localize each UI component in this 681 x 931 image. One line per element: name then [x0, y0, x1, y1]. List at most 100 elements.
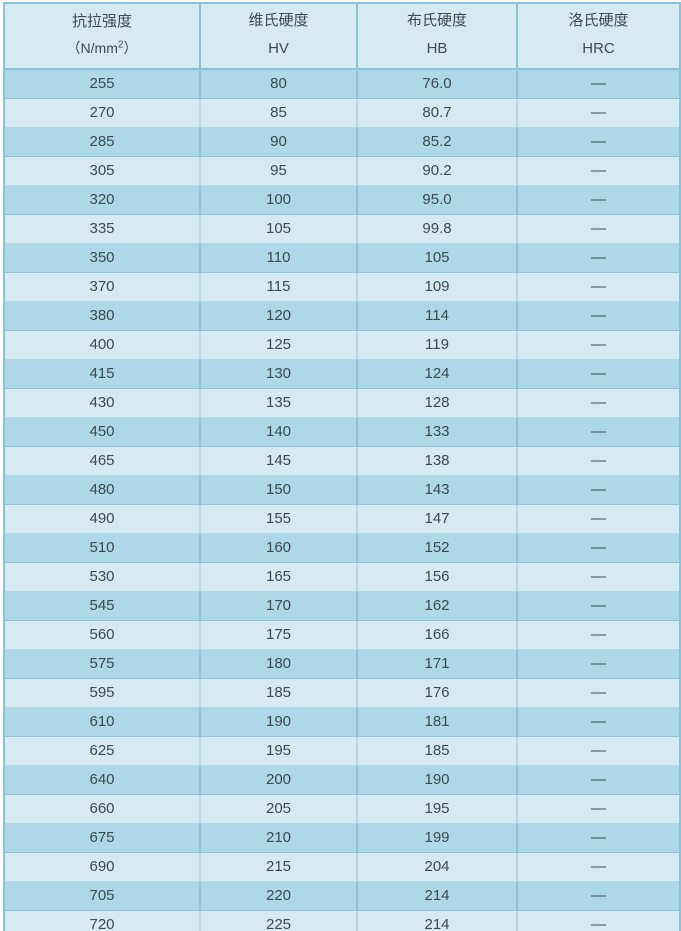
- cell-tensile: 450: [4, 417, 201, 447]
- column-header-tensile-strength: 抗拉强度 （N/mm2）: [4, 3, 201, 70]
- cell-hb: 181: [357, 707, 518, 737]
- table-row: 415 130 124 —: [4, 359, 680, 389]
- cell-hrc: —: [517, 794, 680, 824]
- unit-suffix: ）: [123, 39, 138, 56]
- cell-tensile: 640: [4, 765, 201, 795]
- cell-hb: 214: [357, 910, 518, 931]
- cell-tensile: 510: [4, 533, 201, 563]
- table-body: 255 80 76.0 — 270 85 80.7 — 285 90 85.2 — 305 95 90.2 —…: [4, 68, 680, 931]
- cell-hrc: —: [517, 620, 680, 650]
- cell-hv: 100: [200, 185, 358, 215]
- cell-tensile: 380: [4, 301, 201, 331]
- cell-hv: 120: [200, 301, 358, 331]
- cell-hv: 225: [200, 910, 358, 931]
- cell-hb: 124: [357, 359, 518, 389]
- table-row: 530 165 156 —: [4, 562, 680, 592]
- cell-hb: 95.0: [357, 185, 518, 215]
- cell-tensile: 255: [4, 68, 201, 99]
- table-header: 抗拉强度 （N/mm2） 维氏硬度 HV 布氏硬度 HB 洛氏硬度 HRC: [4, 3, 680, 70]
- empty-value-dash: —: [591, 510, 606, 527]
- empty-value-dash: —: [591, 394, 606, 411]
- empty-value-dash: —: [591, 220, 606, 237]
- table-row: 305 95 90.2 —: [4, 156, 680, 186]
- cell-hv: 210: [200, 823, 358, 853]
- cell-hb: 195: [357, 794, 518, 824]
- cell-hb: 185: [357, 736, 518, 766]
- table-row: 335 105 99.8 —: [4, 214, 680, 244]
- table-row: 350 110 105 —: [4, 243, 680, 273]
- table-row: 480 150 143 —: [4, 475, 680, 505]
- table-row: 610 190 181 —: [4, 707, 680, 737]
- table-row: 450 140 133 —: [4, 417, 680, 447]
- cell-tensile: 490: [4, 504, 201, 534]
- cell-hrc: —: [517, 649, 680, 679]
- cell-hb: 85.2: [357, 127, 518, 157]
- column-header-rockwell-hardness: 洛氏硬度 HRC: [517, 3, 680, 70]
- cell-tensile: 660: [4, 794, 201, 824]
- cell-tensile: 560: [4, 620, 201, 650]
- empty-value-dash: —: [591, 365, 606, 382]
- cell-hv: 180: [200, 649, 358, 679]
- cell-hb: 152: [357, 533, 518, 563]
- column-header-tensile-strength-title: 抗拉强度: [71, 12, 132, 30]
- table-row: 560 175 166 —: [4, 620, 680, 650]
- cell-hv: 160: [200, 533, 358, 563]
- empty-value-dash: —: [591, 307, 606, 324]
- table-row: 510 160 152 —: [4, 533, 680, 563]
- cell-hrc: —: [517, 678, 680, 708]
- empty-value-dash: —: [591, 597, 606, 614]
- cell-hv: 80: [200, 68, 358, 99]
- cell-hrc: —: [517, 417, 680, 447]
- column-header-rockwell-hardness-subtitle: HRC: [582, 39, 615, 57]
- cell-tensile: 270: [4, 98, 201, 128]
- cell-hv: 185: [200, 678, 358, 708]
- cell-hb: 190: [357, 765, 518, 795]
- cell-tensile: 430: [4, 388, 201, 418]
- cell-tensile: 480: [4, 475, 201, 505]
- hardness-conversion-table: 抗拉强度 （N/mm2） 维氏硬度 HV 布氏硬度 HB 洛氏硬度 HRC 25…: [3, 2, 681, 931]
- cell-tensile: 720: [4, 910, 201, 931]
- cell-hv: 115: [200, 272, 358, 302]
- empty-value-dash: —: [591, 452, 606, 469]
- empty-value-dash: —: [591, 713, 606, 730]
- unit-prefix: （N/mm: [66, 39, 118, 56]
- cell-hb: 176: [357, 678, 518, 708]
- empty-value-dash: —: [591, 800, 606, 817]
- cell-hrc: —: [517, 591, 680, 621]
- cell-tensile: 545: [4, 591, 201, 621]
- cell-hrc: —: [517, 98, 680, 128]
- empty-value-dash: —: [591, 336, 606, 353]
- cell-hv: 110: [200, 243, 358, 273]
- cell-hb: 147: [357, 504, 518, 534]
- cell-tensile: 285: [4, 127, 201, 157]
- cell-hb: 133: [357, 417, 518, 447]
- cell-hrc: —: [517, 243, 680, 273]
- cell-hb: 114: [357, 301, 518, 331]
- table-row: 490 155 147 —: [4, 504, 680, 534]
- table-header-row: 抗拉强度 （N/mm2） 维氏硬度 HV 布氏硬度 HB 洛氏硬度 HRC: [4, 3, 680, 70]
- cell-hrc: —: [517, 446, 680, 476]
- cell-hb: 109: [357, 272, 518, 302]
- column-header-vickers-hardness-subtitle: HV: [268, 39, 289, 57]
- cell-hb: 162: [357, 591, 518, 621]
- empty-value-dash: —: [591, 655, 606, 672]
- table-row: 625 195 185 —: [4, 736, 680, 766]
- empty-value-dash: —: [591, 162, 606, 179]
- cell-hv: 165: [200, 562, 358, 592]
- table-row: 595 185 176 —: [4, 678, 680, 708]
- table-row: 465 145 138 —: [4, 446, 680, 476]
- empty-value-dash: —: [591, 133, 606, 150]
- cell-tensile: 335: [4, 214, 201, 244]
- empty-value-dash: —: [591, 278, 606, 295]
- empty-value-dash: —: [591, 829, 606, 846]
- cell-hrc: —: [517, 156, 680, 186]
- cell-hb: 99.8: [357, 214, 518, 244]
- empty-value-dash: —: [591, 539, 606, 556]
- table-row: 370 115 109 —: [4, 272, 680, 302]
- cell-hv: 200: [200, 765, 358, 795]
- cell-hv: 105: [200, 214, 358, 244]
- cell-hb: 119: [357, 330, 518, 360]
- cell-hv: 205: [200, 794, 358, 824]
- empty-value-dash: —: [591, 423, 606, 440]
- table-row: 720 225 214 —: [4, 910, 680, 931]
